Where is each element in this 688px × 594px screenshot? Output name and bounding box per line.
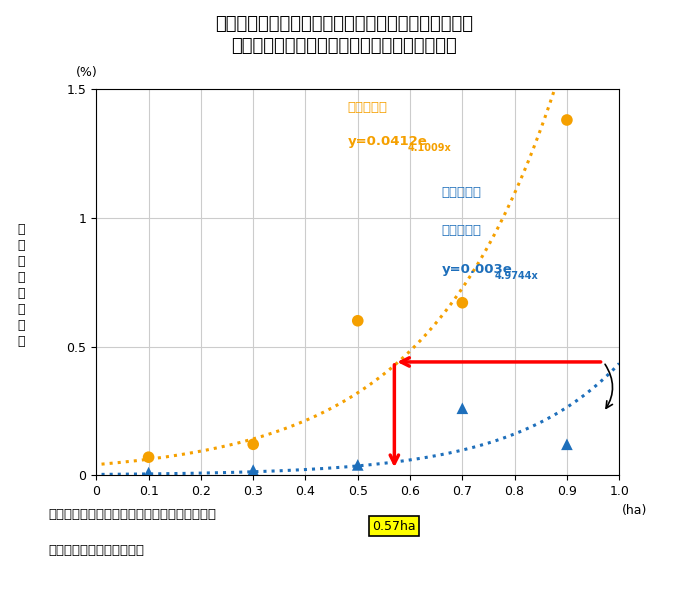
Text: (ha): (ha) [622,504,647,517]
Text: 土
砂
流
出
等
発
生
率: 土 砂 流 出 等 発 生 率 [17,223,24,347]
Text: 図表２　小規模林地開発地の面積と土砂流出等の発生: 図表２ 小規模林地開発地の面積と土砂流出等の発生 [215,15,473,33]
Point [143,468,154,478]
Point [352,316,363,326]
Text: 注：破線は縦軸を対数化して導いた回帰曲線。: 注：破線は縦軸を対数化して導いた回帰曲線。 [48,508,216,521]
Point [352,460,363,470]
Text: 以外の開発: 以外の開発 [442,224,482,237]
Text: 4.1009x: 4.1009x [407,143,451,153]
Point [143,453,154,462]
Text: 資料：林野庁治山課調べ。: 資料：林野庁治山課調べ。 [48,544,144,557]
Text: 太陽光発電: 太陽光発電 [442,185,482,198]
Point [248,440,259,449]
Text: (%): (%) [76,67,97,80]
Point [457,298,468,308]
Text: 4.9744x: 4.9744x [495,271,539,280]
Point [248,465,259,475]
Point [561,440,572,449]
Text: 太陽光発電: 太陽光発電 [347,100,387,113]
Text: 0.57ha: 0.57ha [372,520,416,533]
Text: 割合（太陽光発電とそれ以外の開発との比較）: 割合（太陽光発電とそれ以外の開発との比較） [231,37,457,55]
Text: y=0.003e: y=0.003e [442,263,512,276]
Point [457,403,468,413]
Point [561,115,572,125]
Text: y=0.0412e: y=0.0412e [347,135,427,148]
